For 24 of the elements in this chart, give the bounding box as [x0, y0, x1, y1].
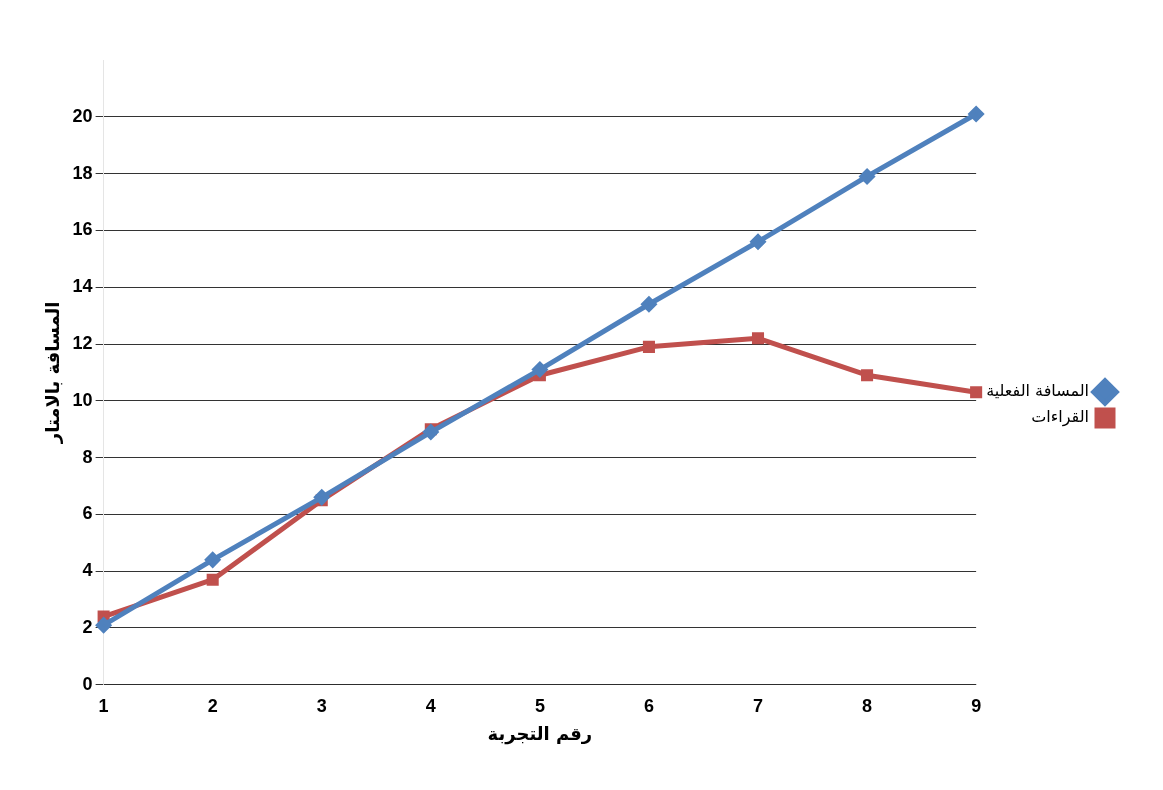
x-tick-label: 4 [425, 695, 436, 716]
y-tick-label: 4 [82, 560, 93, 581]
y-tick-label: 16 [72, 219, 93, 240]
y-tick-label: 2 [82, 616, 93, 637]
y-tick-label: 14 [72, 276, 93, 297]
x-tick-label: 2 [207, 695, 218, 716]
y-tick-label: 18 [72, 162, 93, 183]
x-tick-label: 7 [753, 695, 764, 716]
y-tick-label: 20 [72, 105, 93, 126]
x-tick-label: 8 [862, 695, 873, 716]
y-tick-label: 6 [82, 503, 93, 524]
x-tick-label: 5 [534, 695, 545, 716]
y-tick-label: 10 [72, 389, 93, 410]
x-tick-label: 9 [971, 695, 982, 716]
x-tick-label: 1 [98, 695, 109, 716]
y-tick-label: 8 [82, 446, 93, 467]
y-tick-label: 0 [82, 673, 93, 694]
x-tick-label: 3 [316, 695, 327, 716]
x-axis-title: رقم التجربة [487, 722, 593, 745]
legend-label: المسافة الفعلية [986, 381, 1089, 401]
x-tick-label: 6 [643, 695, 654, 716]
legend-label: القراءات [1031, 407, 1089, 428]
y-axis-title: المسافة بالامتار [42, 301, 64, 445]
y-tick-label: 12 [72, 332, 93, 353]
